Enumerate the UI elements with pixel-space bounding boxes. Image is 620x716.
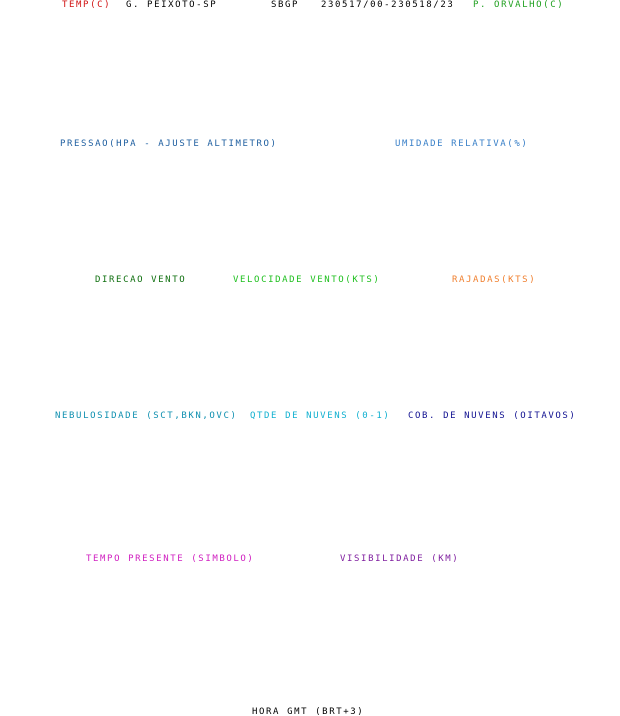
label: TEMPO PRESENTE (SIMBOLO): [86, 554, 255, 564]
label: 230517/00-230518/23: [321, 0, 455, 10]
label: VISIBILIDADE (KM): [340, 554, 460, 564]
label: TEMP(C): [62, 0, 112, 10]
label: COB. DE NUVENS (OITAVOS): [408, 411, 577, 421]
label: QTDE DE NUVENS (0-1): [250, 411, 391, 421]
label: P. ORVALHO(C): [473, 0, 565, 10]
label: UMIDADE RELATIVA(%): [395, 139, 529, 149]
label: SBGP: [271, 0, 300, 10]
label: NEBULOSIDADE (SCT,BKN,OVC): [55, 411, 238, 421]
label: HORA GMT (BRT+3): [252, 707, 365, 716]
label: DIRECAO VENTO: [95, 275, 187, 285]
label: RAJADAS(KTS): [452, 275, 537, 285]
label: VELOCIDADE VENTO(KTS): [233, 275, 381, 285]
label: G. PEIXOTO-SP: [126, 0, 218, 10]
label: PRESSAO(HPA - AJUSTE ALTIMETRO): [60, 139, 278, 149]
